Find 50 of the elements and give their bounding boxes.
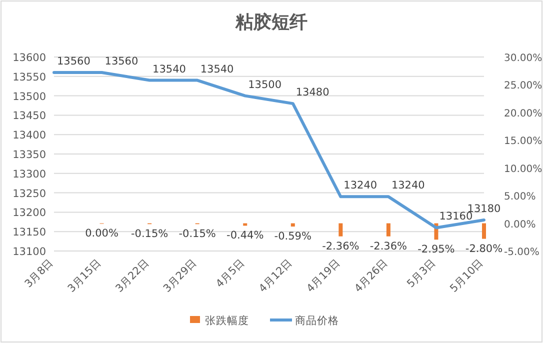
y2-tick-label: 10.00% xyxy=(504,164,542,175)
y2-tick-label: 25.00% xyxy=(504,80,542,92)
x-tick-label: 5月3日 xyxy=(404,256,438,290)
y-tick-label: 13600 xyxy=(12,52,46,64)
data-label: 13500 xyxy=(248,78,282,91)
y-tick-label: 13550 xyxy=(12,71,46,84)
data-label: -2.36% xyxy=(322,240,360,252)
x-tick-label: 3月8日 xyxy=(22,256,56,290)
x-tick-label: 4月19日 xyxy=(304,256,343,295)
data-label: 13540 xyxy=(200,63,234,76)
x-tick-label: 4月12日 xyxy=(256,256,296,295)
x-tick-label: 3月29日 xyxy=(161,256,200,295)
legend-label: 张跌幅度 xyxy=(205,314,249,327)
data-label: 13540 xyxy=(152,63,186,76)
data-label: 13480 xyxy=(296,86,330,99)
data-label: -2.80% xyxy=(465,242,503,255)
y-tick-label: 13250 xyxy=(12,188,46,200)
y2-tick-label: 15.00% xyxy=(504,136,542,148)
y-tick-label: 13450 xyxy=(12,110,46,122)
x-tick-label: 4月26日 xyxy=(352,256,391,295)
x-tick-label: 3月22日 xyxy=(113,256,152,295)
data-label: -0.44% xyxy=(226,230,264,242)
y2-tick-label: 5.00% xyxy=(504,192,536,203)
data-label: -0.15% xyxy=(130,228,168,240)
y2-tick-label: 20.00% xyxy=(504,108,542,120)
x-tick-label: 3月15日 xyxy=(66,256,104,295)
legend-label: 商品价格 xyxy=(295,314,339,327)
data-label: -2.95% xyxy=(418,244,455,256)
data-label: -0.59% xyxy=(274,230,312,243)
chart-title: 粘胶短纤 xyxy=(234,12,308,33)
data-label: 13560 xyxy=(104,56,138,68)
y2-tick-label: 0.00% xyxy=(504,219,536,230)
y2-tick-label: 30.00% xyxy=(504,53,542,64)
y-tick-label: 13500 xyxy=(12,90,46,103)
data-label: 0.00% xyxy=(85,227,118,240)
data-label: -0.15% xyxy=(178,228,216,240)
y-tick-label: 13100 xyxy=(12,246,46,258)
x-tick-label: 4月5日 xyxy=(214,256,248,290)
x-tick-label: 5月10日 xyxy=(448,256,486,295)
data-label: 13240 xyxy=(344,180,378,192)
y-tick-label: 13200 xyxy=(12,207,46,220)
data-label: -2.36% xyxy=(370,240,408,252)
y-tick-label: 13350 xyxy=(12,149,46,161)
data-label: 13240 xyxy=(391,180,425,192)
y-tick-label: 13400 xyxy=(12,130,46,142)
data-label: 13160 xyxy=(439,210,473,223)
y-tick-label: 13150 xyxy=(12,226,46,239)
data-label: 13560 xyxy=(57,56,90,68)
y-tick-label: 13300 xyxy=(12,168,46,180)
y2-tick-label: -5.00% xyxy=(504,247,540,258)
